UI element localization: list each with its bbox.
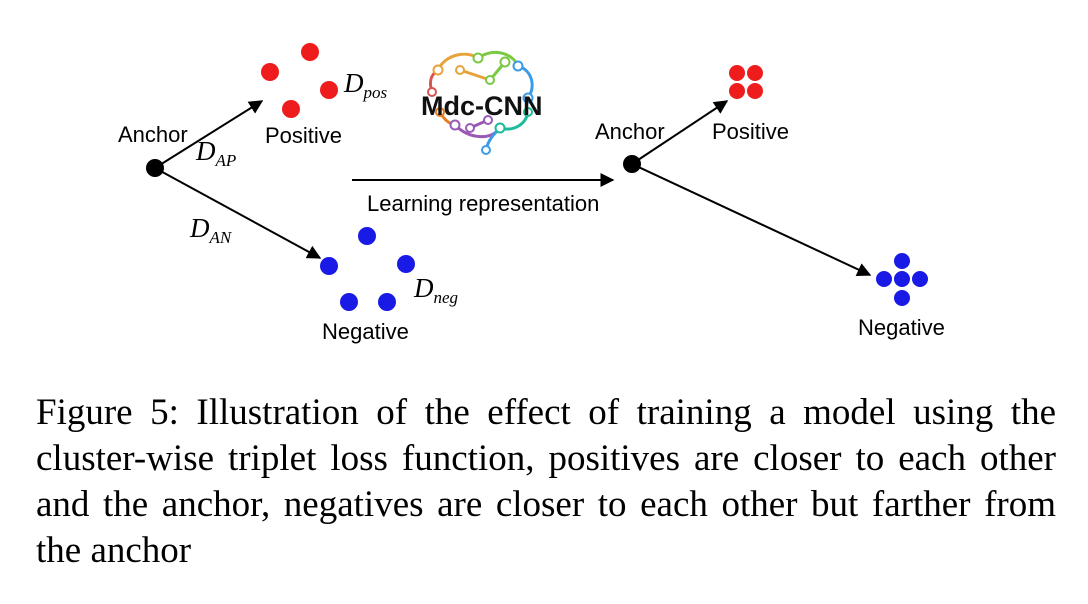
negative-points: [320, 227, 415, 311]
anchor-point: [623, 155, 641, 173]
distance-negative-cluster: Dneg: [413, 273, 458, 307]
anchor-to-negative-arrow: [154, 167, 322, 259]
positive-point: [320, 81, 338, 99]
distance-anchor-positive: DAP: [195, 136, 236, 170]
negative-point: [358, 227, 376, 245]
negative-point: [876, 271, 892, 287]
positive-point: [747, 65, 763, 81]
positive-label: Positive: [712, 119, 789, 144]
logo-text: Mdc-CNN: [421, 91, 543, 121]
positive-point: [729, 83, 745, 99]
negative-point: [912, 271, 928, 287]
negative-point: [894, 271, 910, 287]
negative-point: [320, 257, 338, 275]
negative-point: [894, 253, 910, 269]
anchor-to-negative-arrow: [631, 163, 872, 277]
positive-point: [282, 100, 300, 118]
negative-label: Negative: [858, 315, 945, 340]
mdc-cnn-logo: Mdc-CNN: [421, 50, 543, 155]
negative-point: [378, 293, 396, 311]
left-panel: Anchor Positive Negative DAP DAN Dpos: [118, 43, 458, 344]
positive-point: [729, 65, 745, 81]
positive-points: [261, 43, 338, 118]
negative-point: [397, 255, 415, 273]
anchor-to-positive-arrow: [154, 100, 264, 169]
learning-arrow-label: Learning representation: [367, 191, 599, 216]
brain-node-icons: [427, 52, 534, 155]
negative-point: [340, 293, 358, 311]
anchor-point: [146, 159, 164, 177]
anchor-label: Anchor: [595, 119, 665, 144]
negative-point: [894, 290, 910, 306]
positive-label: Positive: [265, 123, 342, 148]
positive-point: [747, 83, 763, 99]
right-panel: Anchor Positive Negative: [595, 65, 945, 340]
positive-points: [729, 65, 763, 99]
distance-anchor-negative: DAN: [189, 213, 233, 247]
figure-caption: Figure 5: Illustration of the effect of …: [36, 392, 1056, 571]
positive-point: [301, 43, 319, 61]
triplet-loss-diagram: Anchor Positive Negative DAP DAN Dpos: [118, 43, 945, 344]
distance-positive-cluster: Dpos: [343, 68, 388, 102]
negative-points: [876, 253, 928, 306]
anchor-to-positive-arrow: [631, 100, 729, 165]
negative-label: Negative: [322, 319, 409, 344]
anchor-label: Anchor: [118, 122, 188, 147]
positive-point: [261, 63, 279, 81]
